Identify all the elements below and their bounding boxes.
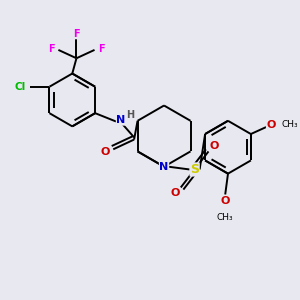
Text: CH₃: CH₃ bbox=[281, 120, 298, 129]
Text: Cl: Cl bbox=[15, 82, 26, 92]
Text: H: H bbox=[126, 110, 134, 120]
Text: F: F bbox=[48, 44, 55, 53]
Text: O: O bbox=[170, 188, 180, 197]
Text: O: O bbox=[266, 120, 276, 130]
Text: CH₃: CH₃ bbox=[217, 213, 233, 222]
Text: F: F bbox=[98, 44, 105, 53]
Text: O: O bbox=[220, 196, 230, 206]
Text: N: N bbox=[159, 162, 169, 172]
Text: F: F bbox=[73, 29, 80, 39]
Text: N: N bbox=[116, 115, 126, 125]
Text: S: S bbox=[190, 163, 199, 176]
Text: O: O bbox=[209, 141, 219, 152]
Text: O: O bbox=[101, 147, 110, 157]
